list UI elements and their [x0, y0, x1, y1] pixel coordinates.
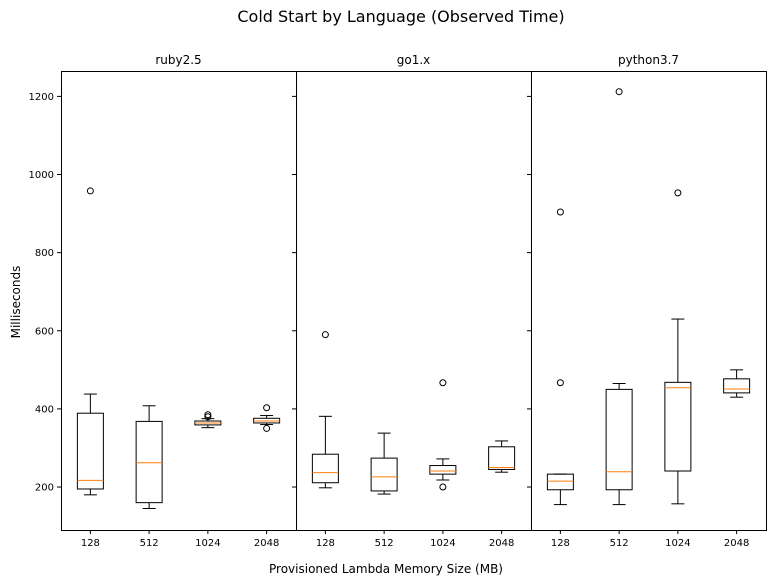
outlier-point	[556, 379, 564, 387]
x-tick-label: 512	[610, 538, 629, 549]
x-tick-label: 1024	[430, 538, 455, 549]
box-ruby2.5-2048: 2048	[253, 404, 281, 549]
x-tick-label: 1024	[195, 538, 220, 549]
panel-go1.x: go1.x 128 512 1024 2048	[292, 53, 532, 549]
panel-frame	[61, 71, 297, 531]
iqr-box	[723, 378, 751, 394]
outlier-point	[615, 88, 623, 96]
box-ruby2.5-512: 512	[135, 405, 163, 549]
outlier-point	[674, 189, 682, 197]
iqr-box	[135, 420, 163, 504]
panel-ruby2.5: ruby2.5 200 400 600 800 1000 1200 128 512 1024 204…	[29, 53, 297, 549]
y-tick-label: 600	[35, 326, 54, 337]
panel-frame	[296, 71, 532, 531]
iqr-box	[76, 412, 104, 490]
box-python3.7-2048: 2048	[723, 369, 751, 549]
plot-area: ruby2.5 200 400 600 800 1000 1200 128 512 1024 204…	[29, 53, 767, 549]
iqr-box	[311, 453, 339, 484]
iqr-box	[429, 465, 457, 475]
outlier-point	[204, 411, 212, 419]
x-tick-label: 128	[316, 538, 335, 549]
iqr-box	[546, 473, 574, 491]
panel-title: go1.x	[397, 53, 431, 67]
box-go1.x-1024: 1024	[429, 379, 457, 549]
x-tick-label: 2048	[254, 538, 279, 549]
outlier-point	[321, 331, 329, 339]
box-python3.7-512: 512	[605, 88, 633, 549]
iqr-box	[370, 457, 398, 492]
box-ruby2.5-128: 128	[76, 187, 104, 549]
box-go1.x-128: 128	[311, 331, 339, 549]
panel-title: python3.7	[618, 53, 679, 67]
chart-title: Cold Start by Language (Observed Time)	[237, 7, 564, 26]
y-tick-label: 200	[35, 483, 54, 494]
y-tick-label: 400	[35, 404, 54, 415]
outlier-point	[263, 424, 271, 432]
y-tick-label: 800	[35, 248, 54, 259]
iqr-box	[488, 446, 516, 470]
outlier-point	[86, 187, 94, 195]
x-axis-label: Provisioned Lambda Memory Size (MB)	[269, 562, 503, 576]
x-tick-label: 2048	[489, 538, 514, 549]
panel-python3.7: python3.7 128 512 1024 2048	[527, 53, 767, 549]
outlier-point	[439, 483, 447, 491]
y-tick-label: 1000	[29, 170, 54, 181]
iqr-box	[664, 381, 692, 472]
box-python3.7-1024: 1024	[664, 189, 692, 549]
outlier-point	[556, 208, 564, 216]
x-tick-label: 2048	[724, 538, 749, 549]
y-tick-label: 1200	[29, 92, 54, 103]
x-tick-label: 128	[81, 538, 100, 549]
outlier-point	[263, 404, 271, 412]
box-go1.x-512: 512	[370, 432, 398, 549]
outlier-point	[204, 413, 212, 421]
iqr-box	[605, 388, 633, 491]
panel-frame	[531, 71, 767, 531]
x-tick-label: 128	[551, 538, 570, 549]
outlier-point	[439, 379, 447, 387]
box-go1.x-2048: 2048	[488, 440, 516, 549]
x-tick-label: 1024	[665, 538, 690, 549]
box-ruby2.5-1024: 1024	[194, 411, 222, 549]
x-tick-label: 512	[140, 538, 159, 549]
y-axis-label: Milliseconds	[9, 266, 23, 339]
box-python3.7-128: 128	[546, 208, 574, 549]
panel-title: ruby2.5	[155, 53, 201, 67]
x-tick-label: 512	[375, 538, 394, 549]
